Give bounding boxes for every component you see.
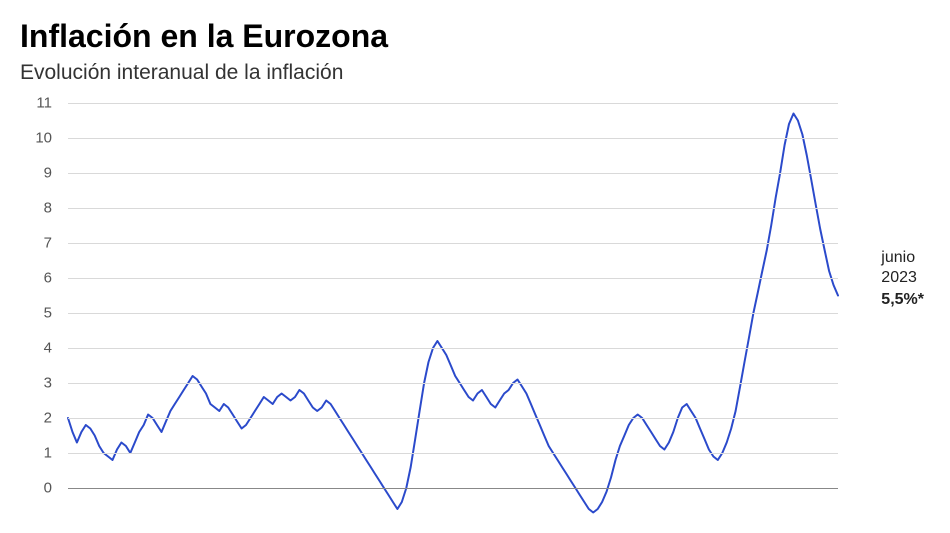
gridline xyxy=(68,173,838,174)
y-tick-label: 1 xyxy=(44,445,52,462)
baseline xyxy=(68,488,838,489)
y-tick-label: 11 xyxy=(36,95,52,112)
gridline xyxy=(68,208,838,209)
y-tick-label: 0 xyxy=(44,480,52,497)
gridline xyxy=(68,103,838,104)
gridline xyxy=(68,453,838,454)
y-tick-label: 3 xyxy=(44,375,52,392)
annotation-month: junio xyxy=(881,248,924,268)
gridline xyxy=(68,418,838,419)
chart-container: Inflación en la Eurozona Evolución inter… xyxy=(0,0,950,533)
chart-title: Inflación en la Eurozona xyxy=(20,18,930,55)
annotation-value: 5,5%* xyxy=(881,290,924,310)
chart-area: 01234567891011 junio 2023 5,5%* xyxy=(20,103,930,523)
y-tick-label: 10 xyxy=(35,130,52,147)
y-tick-label: 5 xyxy=(44,305,52,322)
gridline xyxy=(68,348,838,349)
gridline xyxy=(68,313,838,314)
y-tick-label: 7 xyxy=(44,235,52,252)
last-point-annotation: junio 2023 5,5%* xyxy=(881,248,924,310)
gridline xyxy=(68,138,838,139)
y-tick-label: 2 xyxy=(44,410,52,427)
y-tick-label: 8 xyxy=(44,200,52,217)
annotation-year: 2023 xyxy=(881,268,924,288)
y-axis: 01234567891011 xyxy=(20,103,60,523)
plot-area xyxy=(68,103,838,523)
chart-subtitle: Evolución interanual de la inflación xyxy=(20,61,930,85)
y-tick-label: 4 xyxy=(44,340,52,357)
y-tick-label: 9 xyxy=(44,165,52,182)
gridline xyxy=(68,243,838,244)
gridline xyxy=(68,383,838,384)
gridline xyxy=(68,278,838,279)
y-tick-label: 6 xyxy=(44,270,52,287)
